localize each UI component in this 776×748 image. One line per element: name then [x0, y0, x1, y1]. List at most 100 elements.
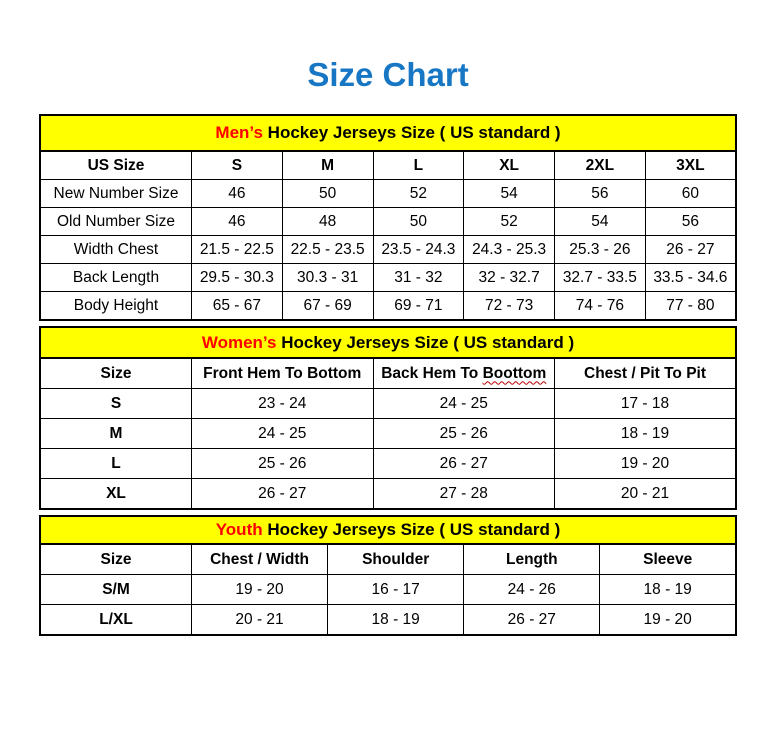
- row-label: L/XL: [39, 604, 192, 636]
- row-label: Body Height: [39, 291, 192, 321]
- table-row: Body Height 65 - 67 67 - 69 69 - 71 72 - 73 7…: [39, 291, 737, 321]
- size-value: 48: [281, 207, 374, 236]
- section-banner-womens: Women’s Hockey Jerseys Size ( US standar…: [39, 326, 737, 359]
- row-label: New Number Size: [39, 179, 192, 208]
- size-value: 24 - 25: [191, 418, 374, 449]
- table-row: Old Number Size 46 48 50 52 54 56: [39, 207, 737, 236]
- size-value: 18 - 19: [327, 604, 465, 636]
- size-value: 26 - 27: [644, 235, 737, 264]
- size-value: 24 - 26: [463, 574, 601, 605]
- section-womens: Women’s Hockey Jerseys Size ( US standar…: [39, 326, 737, 510]
- page-title: Size Chart: [307, 56, 469, 93]
- size-value: 52: [463, 207, 555, 236]
- table-row: New Number Size 46 50 52 54 56 60: [39, 179, 737, 208]
- header-row: US Size S M L XL 2XL 3XL: [39, 150, 737, 180]
- size-value: 46: [191, 179, 283, 208]
- column-header: XL: [463, 150, 555, 180]
- size-value: 25 - 26: [372, 418, 555, 449]
- table-row: M 24 - 25 25 - 26 18 - 19: [39, 418, 737, 449]
- row-label: S: [39, 388, 192, 419]
- size-value: 77 - 80: [644, 291, 737, 321]
- size-value: 25 - 26: [191, 448, 374, 479]
- size-value: 24 - 25: [372, 388, 555, 419]
- banner-title-text: Hockey Jerseys Size ( US standard ): [262, 123, 561, 142]
- size-value: 69 - 71: [372, 291, 465, 321]
- size-value: 19 - 20: [599, 604, 737, 636]
- size-value: 24.3 - 25.3: [463, 235, 555, 264]
- table-row: S/M 19 - 20 16 - 17 24 - 26 18 - 19: [39, 574, 737, 605]
- size-value: 30.3 - 31: [281, 263, 374, 292]
- banner-highlight-word: Youth: [215, 520, 263, 539]
- column-header: 2XL: [554, 150, 646, 180]
- row-label: L: [39, 448, 192, 479]
- column-header: S: [191, 150, 283, 180]
- size-value: 29.5 - 30.3: [191, 263, 283, 292]
- banner-title-text: Hockey Jerseys Size ( US standard ): [262, 520, 561, 539]
- size-chart-tables: Men’s Hockey Jerseys Size ( US standard …: [39, 114, 737, 636]
- size-value: 54: [463, 179, 555, 208]
- table-row: L/XL 20 - 21 18 - 19 26 - 27 19 - 20: [39, 604, 737, 636]
- size-value: 67 - 69: [281, 291, 374, 321]
- column-header: Shoulder: [327, 543, 465, 575]
- column-header: Sleeve: [599, 543, 737, 575]
- size-value: 23 - 24: [191, 388, 374, 419]
- column-header: M: [281, 150, 374, 180]
- size-value: 54: [554, 207, 646, 236]
- section-mens: Men’s Hockey Jerseys Size ( US standard …: [39, 114, 737, 321]
- size-value: 50: [281, 179, 374, 208]
- size-value: 18 - 19: [554, 418, 737, 449]
- size-value: 18 - 19: [599, 574, 737, 605]
- size-value: 20 - 21: [554, 478, 737, 510]
- misspelled-word: Boottom: [482, 364, 547, 382]
- column-header: Length: [463, 543, 601, 575]
- size-value: 33.5 - 34.6: [644, 263, 737, 292]
- size-value: 31 - 32: [372, 263, 465, 292]
- size-value: 26 - 27: [372, 448, 555, 479]
- section-banner-mens: Men’s Hockey Jerseys Size ( US standard …: [39, 114, 737, 152]
- row-label: Back Length: [39, 263, 192, 292]
- column-header: Chest / Width: [190, 543, 329, 575]
- table-row: XL 26 - 27 27 - 28 20 - 21: [39, 478, 737, 510]
- row-label: S/M: [39, 574, 192, 605]
- column-header: Front Hem To Bottom: [191, 357, 374, 389]
- row-label: M: [39, 418, 192, 449]
- column-header: Back Hem To Boottom: [372, 357, 555, 389]
- size-value: 32.7 - 33.5: [554, 263, 646, 292]
- banner-highlight-word: Men’s: [215, 123, 263, 142]
- size-value: 26 - 27: [191, 478, 374, 510]
- size-value: 25.3 - 26: [554, 235, 646, 264]
- column-header: L: [372, 150, 465, 180]
- table-row: Back Length 29.5 - 30.3 30.3 - 31 31 - 32 32…: [39, 263, 737, 292]
- size-value: 21.5 - 22.5: [191, 235, 283, 264]
- size-value: 56: [644, 207, 737, 236]
- size-value: 46: [191, 207, 283, 236]
- section-youth: Youth Hockey Jerseys Size ( US standard …: [39, 515, 737, 636]
- table-row: Width Chest 21.5 - 22.5 22.5 - 23.5 23.5 - …: [39, 235, 737, 264]
- size-chart-page: Size Chart Men’s Hockey Jerseys Size ( U…: [0, 56, 776, 636]
- column-header: Size: [39, 357, 192, 389]
- table-row: L 25 - 26 26 - 27 19 - 20: [39, 448, 737, 479]
- size-value: 52: [372, 179, 465, 208]
- size-value: 50: [372, 207, 465, 236]
- size-value: 60: [644, 179, 737, 208]
- size-value: 17 - 18: [554, 388, 737, 419]
- size-value: 23.5 - 24.3: [372, 235, 465, 264]
- size-value: 26 - 27: [463, 604, 601, 636]
- size-value: 20 - 21: [190, 604, 329, 636]
- size-value: 22.5 - 23.5: [281, 235, 374, 264]
- size-table-youth: Size Chest / Width Shoulder Length Sleeve S/M…: [39, 543, 737, 636]
- size-value: 32 - 32.7: [463, 263, 555, 292]
- section-banner-youth: Youth Hockey Jerseys Size ( US standard …: [39, 515, 737, 545]
- header-row: Size Chest / Width Shoulder Length Sleeve: [39, 543, 737, 575]
- size-value: 74 - 76: [554, 291, 646, 321]
- size-table-mens: US Size S M L XL 2XL 3XL New Number Size 46 50 52 5…: [39, 150, 737, 321]
- column-header-text: Back Hem To: [381, 364, 483, 382]
- column-header: Size: [39, 543, 192, 575]
- column-header: US Size: [39, 150, 192, 180]
- column-header: 3XL: [644, 150, 737, 180]
- column-header: Chest / Pit To Pit: [554, 357, 737, 389]
- header-row: Size Front Hem To Bottom Back Hem To Boott…: [39, 357, 737, 389]
- banner-title-text: Hockey Jerseys Size ( US standard ): [276, 332, 575, 352]
- size-value: 27 - 28: [372, 478, 555, 510]
- row-label: Old Number Size: [39, 207, 192, 236]
